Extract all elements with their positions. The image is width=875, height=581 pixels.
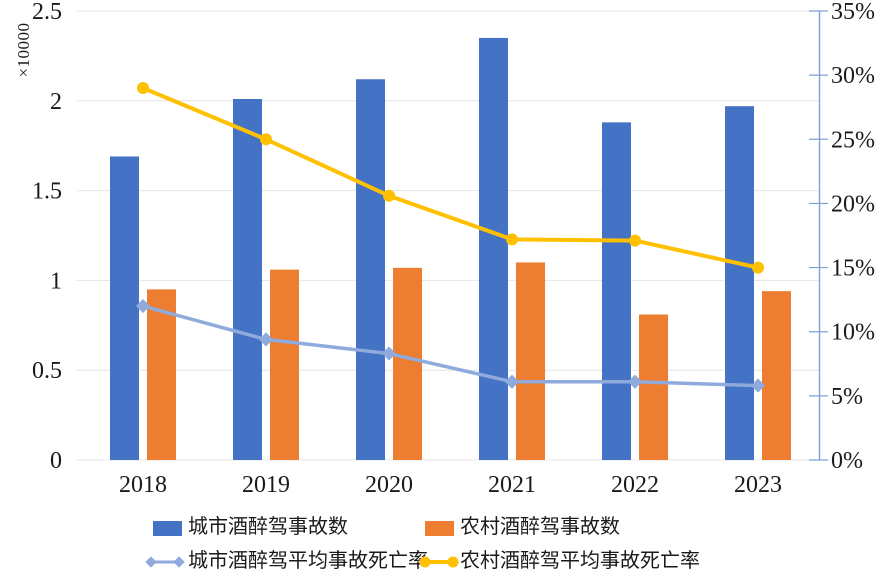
line-urban-rate xyxy=(141,304,760,388)
left-axis-tick-label: 1.5 xyxy=(32,179,62,205)
marker-circle-2023 xyxy=(752,261,764,274)
marker-diamond-2018 xyxy=(135,298,151,314)
bar-urban-2023 xyxy=(725,106,754,461)
bar-rural-2023 xyxy=(762,291,791,460)
right-axis-tick-label: 30% xyxy=(831,63,875,89)
bar-urban-2022 xyxy=(602,122,631,461)
bar-rural-2021 xyxy=(516,262,545,460)
bar-urban-2020 xyxy=(356,79,385,461)
marker-circle-2020 xyxy=(383,189,395,202)
x-axis-category-label: 2018 xyxy=(119,472,167,498)
right-axis-tick-label: 15% xyxy=(831,256,875,282)
x-axis-category-label: 2020 xyxy=(365,472,413,498)
bar-rural-2019 xyxy=(270,269,299,460)
marker-circle-2019 xyxy=(260,133,272,146)
left-axis-unit-label: ×10000 xyxy=(14,22,33,78)
bar-rural-2020 xyxy=(393,267,422,460)
line-rural-rate xyxy=(141,85,760,270)
bar-rural-2022 xyxy=(639,314,668,460)
marker-diamond-2022 xyxy=(627,374,643,389)
marker-diamond-2023 xyxy=(750,378,766,393)
right-axis-tick-label: 25% xyxy=(831,127,875,153)
x-axis-category-label: 2023 xyxy=(734,472,782,498)
left-axis-tick-label: 2 xyxy=(50,89,62,115)
bar-urban-2018 xyxy=(110,156,139,460)
marker-diamond-2021 xyxy=(504,374,520,389)
left-axis-tick-label: 2.5 xyxy=(32,0,62,25)
bar-urban-2019 xyxy=(233,99,262,460)
right-axis-tick-label: 20% xyxy=(831,191,875,217)
left-axis-tick-label: 0 xyxy=(50,448,62,474)
marker-circle-2022 xyxy=(629,234,641,247)
marker-circle-2018 xyxy=(137,81,149,94)
x-axis-category-label: 2021 xyxy=(488,472,536,498)
right-axis-tick-label: 0% xyxy=(831,448,863,474)
bar-rural-2018 xyxy=(147,289,176,460)
marker-diamond-2019 xyxy=(258,332,274,347)
marker-diamond-2020 xyxy=(381,346,397,361)
x-axis-category-label: 2019 xyxy=(242,472,290,498)
left-axis-tick-label: 1 xyxy=(50,268,62,294)
right-axis-tick-label: 10% xyxy=(831,320,875,346)
marker-circle-2021 xyxy=(506,233,518,246)
right-axis-tick-label: 35% xyxy=(831,0,875,25)
bar-urban-2021 xyxy=(479,37,508,460)
left-axis-tick-label: 0.5 xyxy=(32,358,62,384)
x-axis-category-label: 2022 xyxy=(611,472,659,498)
right-axis-tick-label: 5% xyxy=(831,384,863,410)
